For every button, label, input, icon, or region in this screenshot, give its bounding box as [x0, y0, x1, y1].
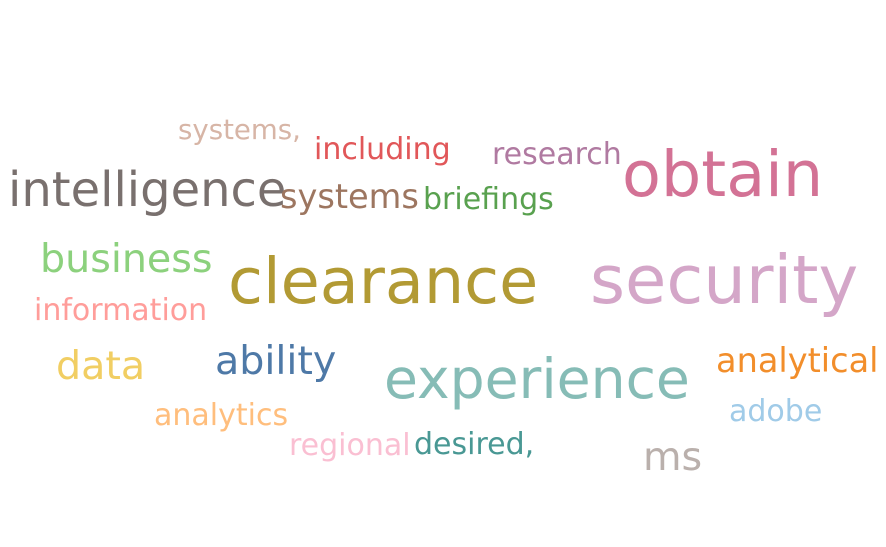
word-including: including [314, 132, 451, 167]
word-ms: ms [643, 434, 702, 480]
word-ability: ability [215, 338, 336, 384]
word-information: information [34, 293, 207, 328]
word-intelligence: intelligence [8, 162, 286, 218]
word-experience: experience [384, 348, 690, 412]
word-systems: systems, [178, 113, 301, 146]
word-briefings: briefings [423, 182, 554, 217]
word-desired: desired, [414, 427, 534, 462]
word-systems: systems [280, 177, 419, 216]
word-business: business [40, 236, 213, 282]
word-analytical: analytical [716, 341, 879, 380]
word-security: security [590, 241, 858, 319]
word-adobe: adobe [729, 394, 822, 429]
word-analytics: analytics [154, 398, 288, 433]
word-regional: regional [289, 428, 411, 463]
word-clearance: clearance [228, 244, 538, 318]
word-obtain: obtain [622, 137, 823, 211]
word-research: research [492, 137, 622, 172]
word-data: data [56, 343, 145, 389]
